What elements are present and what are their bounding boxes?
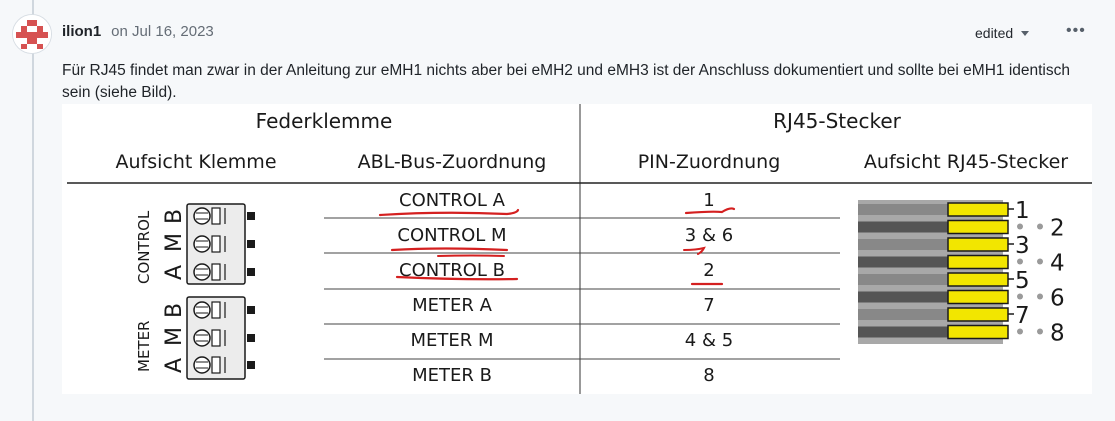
- rj45-wire-stripe-8: [858, 326, 1003, 338]
- edit-history-dropdown[interactable]: edited: [975, 25, 1030, 41]
- rj45-wire-stripe-5: [858, 274, 1003, 285]
- terminal-pin-stub-2: [247, 268, 255, 276]
- kebab-horizontal-icon: •••: [1066, 22, 1086, 39]
- rj45-wire-stripe-1: [858, 204, 1003, 215]
- column-header-terminal: Aufsicht Klemme: [115, 151, 277, 173]
- rj45-pin-dot-a-6: [1017, 293, 1023, 300]
- rj45-contact-6: [947, 289, 1009, 305]
- terminal-hole-icon-4: [193, 329, 211, 347]
- rj45-pin-label-2: 2: [1050, 216, 1065, 242]
- pin-cell-3: 7: [703, 295, 715, 316]
- rj45-contact-1: [947, 202, 1009, 217]
- caret-down-icon: [1021, 30, 1030, 36]
- terminal-letter-5: A: [162, 358, 187, 373]
- bus-cell-5: METER B: [412, 365, 492, 386]
- bus-cell-1: CONTROL M: [397, 225, 507, 246]
- terminal-hole-icon-2: [193, 263, 211, 281]
- terminal-pin-stub-5: [247, 361, 255, 369]
- rj45-pin-label-6: 6: [1050, 286, 1065, 312]
- column-header-plug: Aufsicht RJ45-Stecker: [863, 151, 1069, 173]
- wiring-diagram-image: CONTROL METER B M A B M A 1 2 3 4 5 6 7 8 Federklemme R…: [62, 104, 1092, 394]
- pin-cell-2: 2: [703, 260, 715, 281]
- terminal-lever-4: [211, 329, 221, 347]
- rj45-pin-dot-b-4: [1037, 258, 1043, 265]
- terminal-hole-icon-5: [193, 356, 211, 374]
- red-underline-bus-0: [378, 208, 520, 217]
- terminal-pin-stub-4: [247, 334, 255, 342]
- terminal-group-label-meter: METER: [135, 321, 153, 372]
- bus-cell-2: CONTROL B: [399, 260, 505, 281]
- rj45-pin-dot-a-8: [1017, 328, 1023, 335]
- edited-label: edited: [975, 25, 1014, 41]
- red-underline-pin-1: [683, 246, 706, 255]
- comment-timestamp[interactable]: on Jul 16, 2023: [111, 22, 214, 40]
- pin-cell-4: 4 & 5: [684, 330, 734, 351]
- rj45-pin-label-5: 5: [1015, 268, 1030, 294]
- red-underline-pin-0: [684, 207, 736, 215]
- rj45-pin-dot-b-8: [1037, 328, 1043, 335]
- pin-cell-5: 8: [703, 365, 715, 386]
- terminal-letter-2: A: [162, 265, 187, 280]
- pin-cell-0: 1: [703, 190, 715, 211]
- group-header-federklemme: Federklemme: [255, 109, 393, 133]
- red-underline-bus-1b: [437, 254, 505, 257]
- comment-body-text: Für RJ45 findet man zwar in der Anleitun…: [62, 62, 1070, 101]
- terminal-letter-4: M: [162, 327, 187, 346]
- bus-cell-4: METER M: [410, 330, 494, 351]
- terminal-letter-0: B: [162, 209, 187, 224]
- terminal-pin-stub-1: [247, 240, 255, 248]
- rj45-contact-2: [947, 219, 1009, 235]
- identicon-icon: [13, 15, 51, 53]
- rj45-pin-label-1: 1: [1015, 198, 1030, 224]
- rj45-pin-label-8: 8: [1050, 321, 1065, 347]
- terminal-hole-icon-3: [193, 301, 211, 319]
- terminal-letter-1: M: [162, 233, 187, 252]
- red-underline-bus-2: [395, 275, 519, 281]
- rj45-wire-stripe-6: [858, 291, 1003, 303]
- group-header-rj45: RJ45-Stecker: [773, 109, 901, 133]
- rj45-pin-label-4: 4: [1050, 251, 1065, 277]
- rj45-pin-label-7: 7: [1015, 303, 1030, 329]
- terminal-pin-stub-3: [247, 306, 255, 314]
- terminal-lever-5: [211, 356, 221, 374]
- rj45-pin-label-3: 3: [1015, 233, 1030, 259]
- column-header-bus: ABL-Bus-Zuordnung: [357, 151, 547, 173]
- rj45-pin-dot-b-6: [1037, 293, 1043, 300]
- terminal-lever-0: [211, 207, 221, 225]
- rj45-contact-5: [947, 272, 1009, 287]
- terminal-lever-1: [211, 235, 221, 253]
- terminal-hole-icon-1: [193, 235, 211, 253]
- terminal-group-label-control: CONTROL: [135, 210, 153, 284]
- terminal-lever-2: [211, 263, 221, 281]
- rj45-wire-stripe-7: [858, 309, 1003, 320]
- rj45-contact-8: [947, 324, 1009, 340]
- terminal-pin-stub-0: [247, 212, 255, 220]
- terminal-letter-3: B: [162, 303, 187, 318]
- rj45-wire-stripe-2: [858, 221, 1003, 233]
- author-link[interactable]: ilion1: [62, 22, 102, 40]
- rj45-pin-dot-b-2: [1037, 223, 1043, 230]
- rj45-contact-4: [947, 254, 1009, 270]
- comment-header: ilion1 on Jul 16, 2023: [62, 21, 214, 41]
- rj45-wire-stripe-4: [858, 256, 1003, 268]
- avatar[interactable]: [12, 14, 52, 54]
- timeline-thread-line: [32, 0, 34, 421]
- rj45-contact-3: [947, 237, 1009, 252]
- rj45-wire-stripe-3: [858, 239, 1003, 250]
- column-header-pin: PIN-Zuordnung: [637, 151, 781, 173]
- red-underline-bus-1a: [390, 247, 509, 252]
- rj45-contact-7: [947, 307, 1009, 322]
- more-options-button[interactable]: •••: [1066, 22, 1086, 40]
- terminal-lever-3: [211, 301, 221, 319]
- rj45-pin-dot-a-4: [1017, 258, 1023, 265]
- pin-cell-1: 3 & 6: [684, 225, 734, 246]
- terminal-hole-icon-0: [193, 207, 211, 225]
- bus-cell-3: METER A: [412, 295, 492, 316]
- bus-cell-0: CONTROL A: [399, 190, 505, 211]
- rj45-pin-dot-a-2: [1017, 223, 1023, 230]
